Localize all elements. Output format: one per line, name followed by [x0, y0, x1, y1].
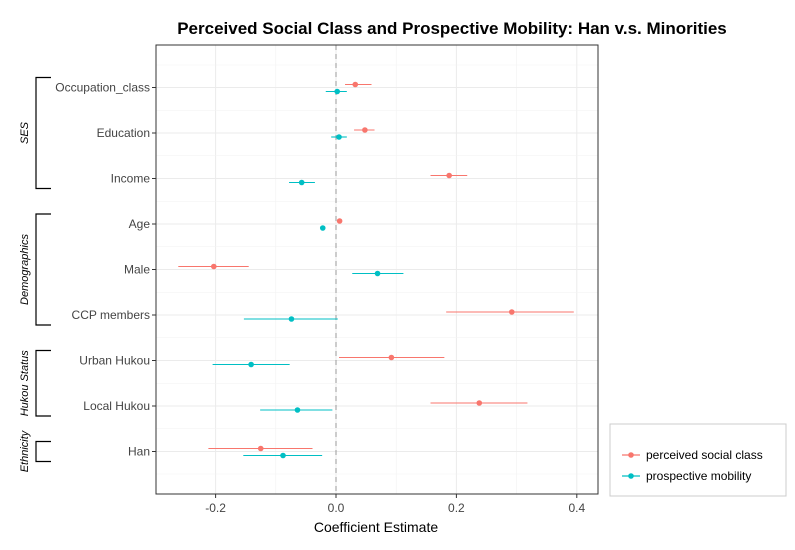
category-label: Income: [111, 172, 151, 186]
point-perceived-social-class: [362, 127, 368, 133]
legend-key-point: [628, 473, 634, 479]
group-label: Ethnicity: [19, 429, 31, 472]
point-perceived-social-class: [476, 400, 483, 406]
x-axis-ticks: -0.2 0.0 0.2 0.4: [205, 494, 585, 515]
point-prospective-mobility: [374, 270, 381, 277]
point-prospective-mobility: [288, 316, 295, 322]
group-label: Hukou Status: [19, 350, 31, 417]
category-label: Han: [128, 445, 150, 459]
category-label: Local Hukou: [83, 399, 150, 413]
group-bracket: [35, 349, 51, 417]
legend-key-point: [628, 452, 634, 458]
category-label: Male: [124, 263, 150, 277]
point-perceived-social-class: [257, 445, 264, 452]
legend-label: perceived social class: [646, 448, 763, 462]
group-label: SES: [19, 121, 31, 144]
x-tick-label: 0.2: [448, 501, 465, 515]
point-prospective-mobility: [319, 225, 326, 231]
group-label: Demographics: [19, 234, 31, 305]
category-label: CCP members: [72, 308, 150, 322]
point-perceived-social-class: [210, 263, 217, 270]
category-label: Urban Hukou: [79, 354, 150, 368]
point-prospective-mobility: [280, 452, 286, 459]
point-perceived-social-class: [352, 81, 359, 88]
point-perceived-social-class: [446, 172, 452, 179]
x-tick-label: 0.0: [328, 501, 345, 515]
x-tick-label: 0.4: [568, 501, 585, 515]
group-bracket: [35, 76, 51, 190]
category-label: Age: [129, 217, 151, 231]
category-label: Occupation_class: [55, 81, 150, 95]
group-bracket: [35, 440, 51, 463]
point-prospective-mobility: [248, 361, 254, 368]
y-axis-labels: Occupation_class Education Income Age Male CC…: [55, 81, 156, 459]
plot-points: [178, 81, 574, 459]
x-tick-label: -0.2: [205, 501, 226, 515]
point-prospective-mobility: [298, 179, 305, 186]
chart-title: Perceived Social Class and Prospective M…: [177, 19, 727, 38]
category-label: Education: [97, 126, 150, 140]
x-axis-title: Coefficient Estimate: [314, 519, 438, 535]
point-perceived-social-class: [508, 309, 515, 315]
point-perceived-social-class: [388, 354, 395, 361]
legend: perceived social class prospective mobili…: [609, 423, 787, 497]
legend-label: prospective mobility: [646, 469, 751, 483]
grid-lines: [156, 45, 598, 494]
point-prospective-mobility: [334, 88, 341, 95]
point-prospective-mobility: [294, 407, 301, 413]
group-brackets: SES Demographics Hukou Status Ethnicity: [19, 76, 51, 472]
point-perceived-social-class: [336, 218, 343, 224]
group-bracket: [35, 213, 51, 326]
point-prospective-mobility: [336, 134, 342, 140]
legend-box: [609, 423, 787, 497]
